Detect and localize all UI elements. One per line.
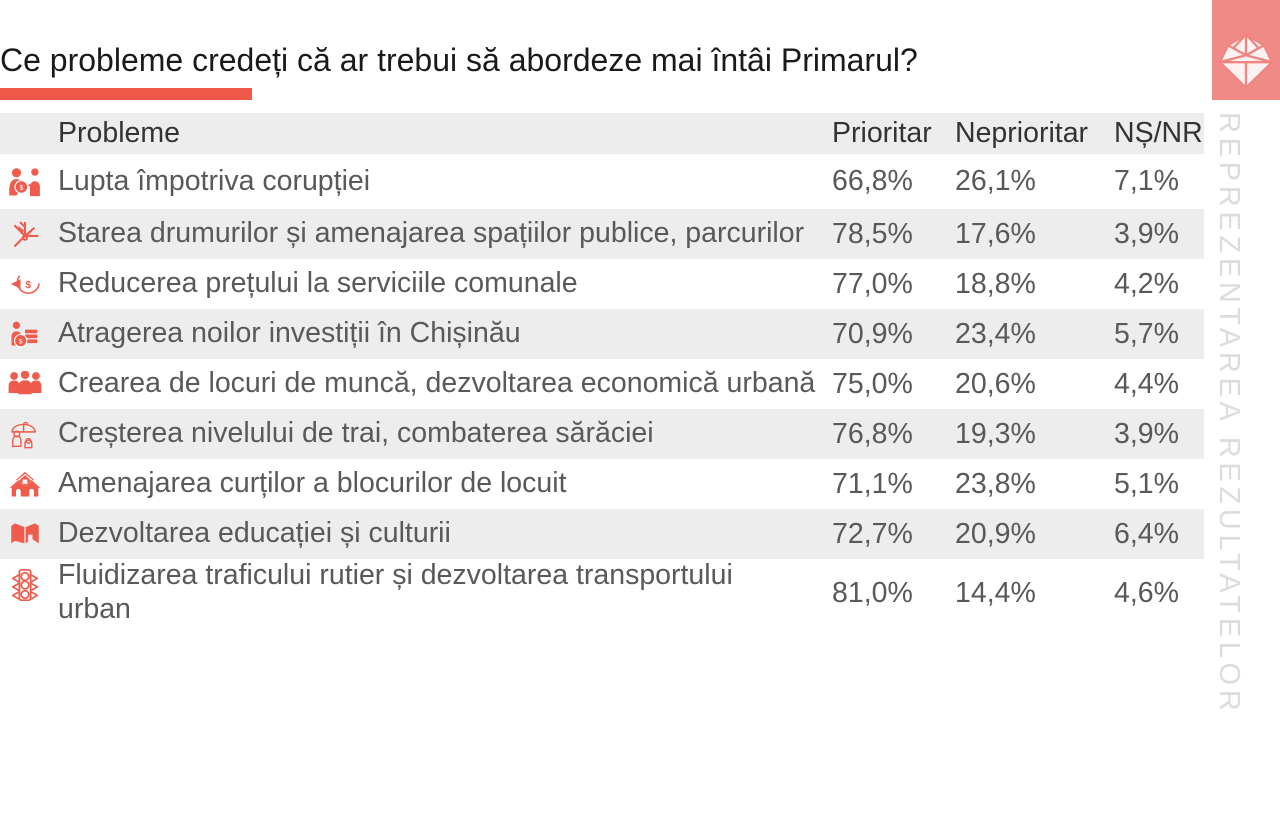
svg-text:$: $: [19, 184, 23, 192]
svg-text:$: $: [18, 338, 22, 345]
svg-text:$: $: [25, 280, 31, 291]
